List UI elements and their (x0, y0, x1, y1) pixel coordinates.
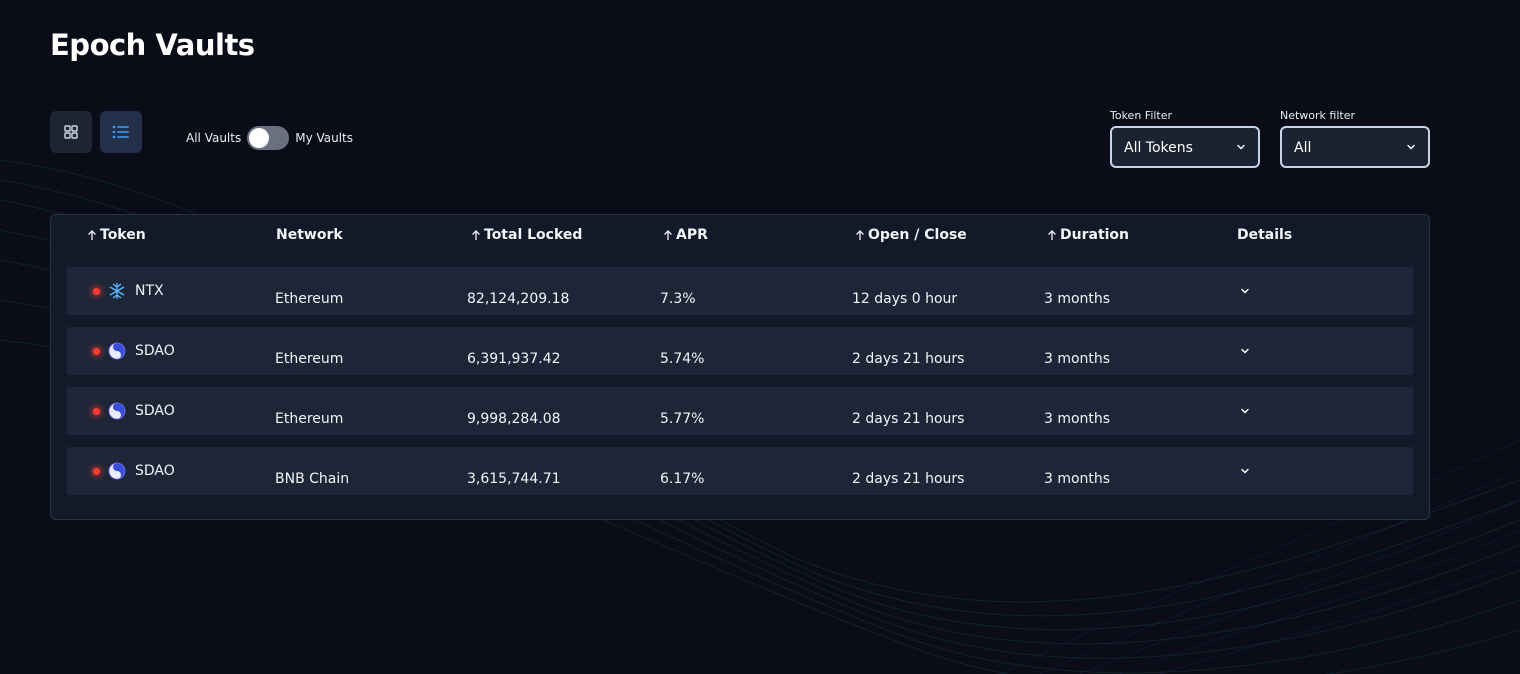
table-row[interactable]: SDAO Ethereum 6,391,937.42 5.74% 2 days … (67, 327, 1413, 375)
token-filter-label: Token Filter (1110, 109, 1173, 122)
apr-cell: 5.77% (660, 411, 705, 427)
total-locked-cell: 82,124,209.18 (467, 291, 570, 307)
sdao-token-icon (108, 402, 126, 420)
token-filter-select[interactable]: All Tokens (1110, 126, 1260, 168)
column-header-total-locked[interactable]: Total Locked (470, 227, 582, 243)
status-dot (93, 348, 100, 355)
token-name: SDAO (135, 463, 175, 479)
token-name: NTX (135, 283, 164, 299)
column-header-apr[interactable]: APR (662, 227, 708, 243)
duration-cell: 3 months (1044, 291, 1111, 307)
chevron-down-icon[interactable] (1239, 285, 1251, 297)
column-header-token-label: Token (100, 227, 146, 243)
sdao-token-icon (108, 342, 126, 360)
apr-cell: 5.74% (660, 351, 705, 367)
page-title: Epoch Vaults (50, 28, 255, 62)
sdao-token-icon (108, 462, 126, 480)
chevron-down-icon[interactable] (1239, 405, 1251, 417)
sort-arrow-up-icon (88, 230, 96, 240)
list-view-button[interactable] (100, 111, 142, 153)
network-filter-select[interactable]: All (1280, 126, 1430, 168)
chevron-down-icon (1407, 144, 1415, 150)
column-header-network-label: Network (276, 227, 343, 243)
chevron-down-icon[interactable] (1239, 465, 1251, 477)
sort-arrow-up-icon (472, 230, 480, 240)
column-header-token[interactable]: Token (86, 227, 146, 243)
vaults-table: Token Network Total Locked APR Open / Cl… (50, 214, 1430, 520)
total-locked-cell: 3,615,744.71 (467, 471, 561, 487)
total-locked-cell: 6,391,937.42 (467, 351, 561, 367)
token-name: SDAO (135, 343, 175, 359)
column-header-duration-label: Duration (1060, 227, 1130, 243)
network-cell: Ethereum (275, 291, 344, 307)
table-row[interactable]: SDAO Ethereum 9,998,284.08 5.77% 2 days … (67, 387, 1413, 435)
chevron-down-icon[interactable] (1239, 345, 1251, 357)
status-dot (93, 408, 100, 415)
open-close-cell: 12 days 0 hour (852, 291, 958, 307)
duration-cell: 3 months (1044, 411, 1111, 427)
sort-arrow-up-icon (1048, 230, 1056, 240)
my-vaults-label: My Vaults (295, 131, 354, 145)
total-locked-cell: 9,998,284.08 (467, 411, 561, 427)
network-cell: BNB Chain (275, 471, 350, 487)
column-header-details: Details (1237, 227, 1292, 243)
network-filter-value: All (1294, 140, 1312, 156)
open-close-cell: 2 days 21 hours (852, 471, 965, 487)
status-dot (93, 288, 100, 295)
column-header-apr-label: APR (676, 227, 708, 243)
column-header-network: Network (276, 227, 343, 243)
vaults-toggle-group: All Vaults My Vaults (186, 126, 353, 150)
network-filter-label: Network filter (1280, 109, 1356, 122)
duration-cell: 3 months (1044, 351, 1111, 367)
status-dot (93, 468, 100, 475)
network-cell: Ethereum (275, 411, 344, 427)
vaults-toggle-switch[interactable] (247, 126, 290, 150)
open-close-cell: 2 days 21 hours (852, 351, 965, 367)
column-header-open-close[interactable]: Open / Close (854, 227, 967, 243)
open-close-cell: 2 days 21 hours (852, 411, 965, 427)
all-vaults-label: All Vaults (186, 131, 242, 145)
grid-icon (64, 125, 78, 139)
column-header-open-close-label: Open / Close (868, 227, 967, 243)
toggle-knob (249, 128, 270, 148)
grid-view-button[interactable] (50, 111, 92, 153)
column-header-duration[interactable]: Duration (1046, 227, 1129, 243)
table-row[interactable]: NTX Ethereum 82,124,209.18 7.3% 12 days … (67, 267, 1413, 315)
apr-cell: 7.3% (660, 291, 696, 307)
sort-arrow-up-icon (856, 230, 864, 240)
duration-cell: 3 months (1044, 471, 1111, 487)
network-cell: Ethereum (275, 351, 344, 367)
sort-arrow-up-icon (664, 230, 672, 240)
chevron-down-icon (1237, 144, 1245, 150)
ntx-token-icon (109, 283, 125, 299)
table-row[interactable]: SDAO BNB Chain 3,615,744.71 6.17% 2 days… (67, 447, 1413, 495)
column-header-details-label: Details (1237, 227, 1293, 243)
token-name: SDAO (135, 403, 175, 419)
column-header-total-locked-label: Total Locked (484, 227, 583, 243)
apr-cell: 6.17% (660, 471, 705, 487)
list-icon (112, 125, 129, 139)
token-filter-value: All Tokens (1124, 140, 1193, 156)
